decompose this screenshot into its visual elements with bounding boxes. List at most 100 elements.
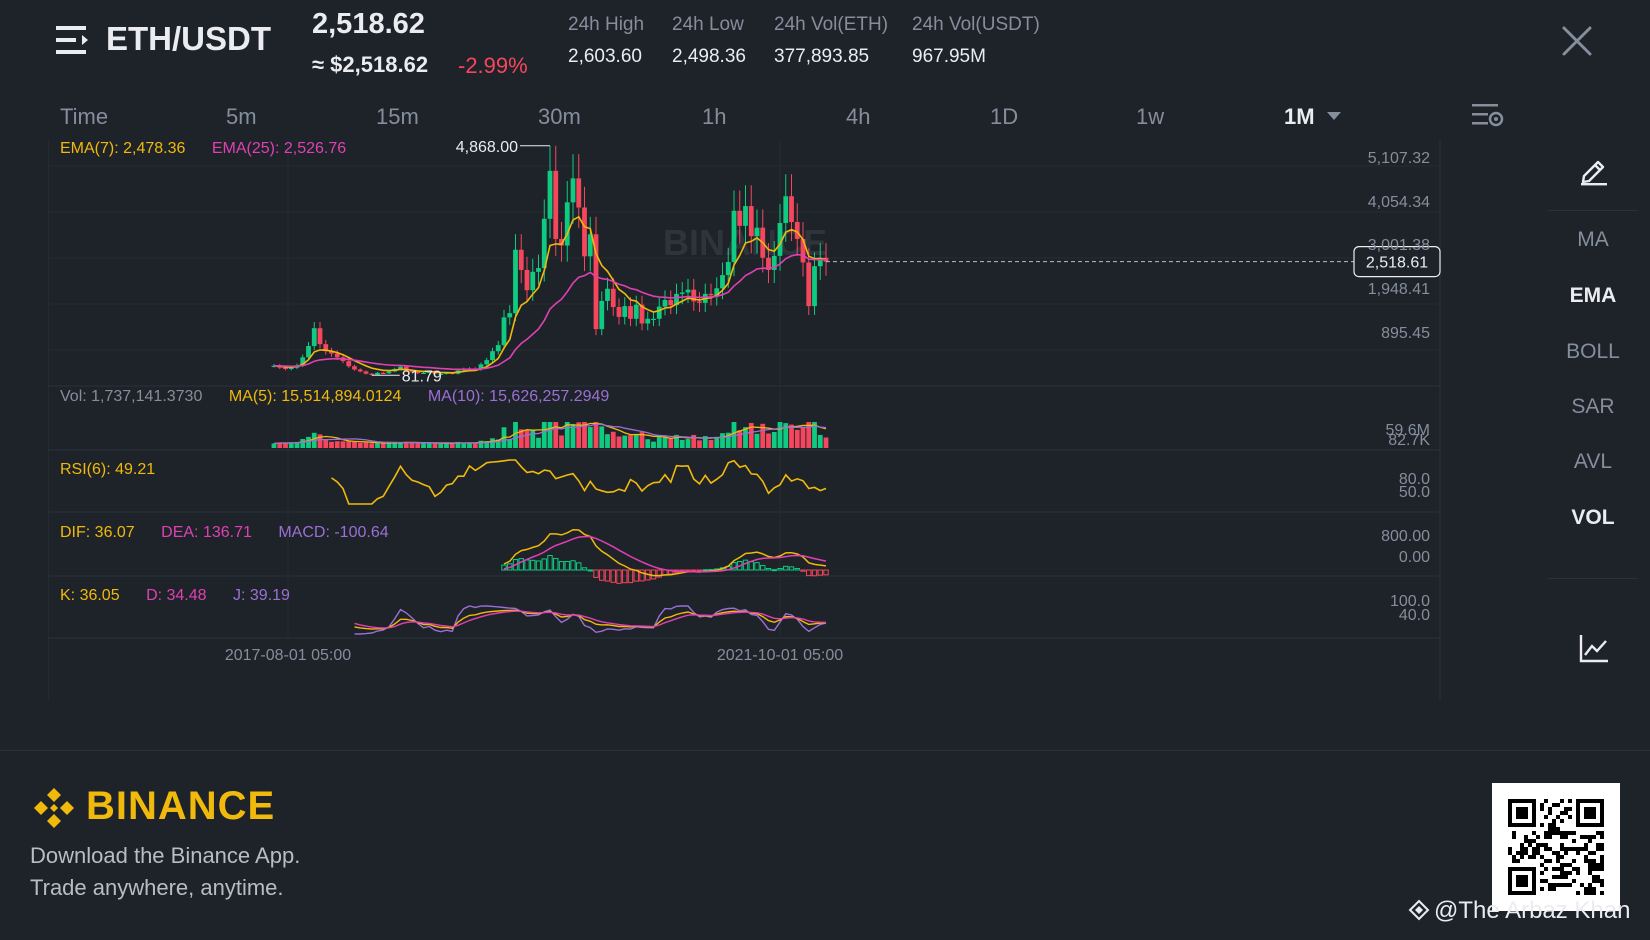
macd-histogram-bar (794, 568, 800, 571)
indicator-sar[interactable]: SAR (1571, 395, 1615, 418)
candle-body (605, 288, 610, 301)
qr-module (1564, 883, 1568, 887)
qr-module (1508, 851, 1512, 855)
volume-bar (472, 443, 478, 448)
qr-module (1560, 819, 1564, 823)
volume-bar (536, 437, 541, 448)
qr-module (1556, 867, 1560, 871)
qr-module (1596, 863, 1600, 867)
qr-module (1524, 835, 1528, 839)
macd-histogram-bar (524, 559, 530, 571)
stat-24h-high: 24h High 2,603.60 (568, 14, 644, 68)
candle-body (317, 328, 323, 345)
timeframe-1m[interactable]: 1M (1284, 104, 1315, 129)
chevron-down-icon[interactable] (1327, 112, 1341, 120)
qr-module (1548, 883, 1552, 887)
timeframe-5m[interactable]: 5m (226, 104, 257, 129)
macd-histogram-bar (581, 567, 588, 571)
candle-body (329, 351, 334, 354)
indicator-avl[interactable]: AVL (1573, 450, 1613, 473)
qr-module (1540, 863, 1544, 867)
macd-histogram-bar (696, 569, 703, 572)
candle-body (478, 364, 484, 370)
qr-module (1584, 887, 1588, 891)
volume-bar (720, 433, 725, 448)
approx-usd-price: ≈ $2,518.62 (312, 52, 429, 77)
qr-module (1568, 807, 1572, 811)
candle-body (415, 371, 421, 374)
indicator-boll[interactable]: BOLL (1566, 340, 1620, 363)
volume-bar (403, 441, 409, 448)
indicator-vol[interactable]: VOL (1571, 506, 1615, 529)
menu-list-icon[interactable] (56, 24, 90, 56)
macd-legend: DIF: 36.07 DEA: 136.71 MACD: -100.64 (60, 524, 411, 542)
qr-code-icon[interactable] (1492, 783, 1620, 911)
qr-module (1600, 863, 1604, 867)
line-chart-icon[interactable] (1578, 632, 1610, 664)
qr-module (1552, 831, 1556, 835)
toolbar-divider (1548, 578, 1638, 579)
macd-histogram-bar (541, 558, 547, 571)
qr-module (1540, 855, 1544, 859)
candle-body (800, 238, 806, 263)
volume-bar (530, 430, 536, 448)
qr-module (1588, 887, 1592, 891)
volume-bar (587, 427, 593, 448)
timeframe-4h[interactable]: 4h (846, 104, 871, 129)
timeframe-30m[interactable]: 30m (538, 104, 581, 129)
qr-module (1572, 859, 1576, 863)
macd-histogram-bar (731, 562, 737, 571)
candle-body (513, 249, 518, 314)
indicator-ema[interactable]: EMA (1569, 284, 1617, 307)
d-line (354, 610, 827, 629)
vol-ma10-line (273, 423, 827, 445)
chart-area[interactable]: BINANCE 2,518.61 4,868.00 81.79 5,107.32 4,… (48, 140, 1516, 700)
timeframe-1w[interactable]: 1w (1136, 104, 1165, 129)
timeframe-1d[interactable]: 1D (990, 104, 1019, 129)
macd-histogram-bar (777, 567, 783, 571)
timeframe-15m[interactable]: 15m (376, 104, 419, 129)
candle-body (674, 293, 679, 306)
qr-module (1564, 807, 1568, 811)
timeframe-1h[interactable]: 1h (702, 104, 727, 129)
volume-axis-label: 59.6M (1386, 422, 1430, 439)
qr-module (1532, 855, 1536, 859)
volume-bar (760, 423, 766, 448)
qr-module (1596, 831, 1600, 835)
draw-pencil-icon[interactable] (1578, 154, 1610, 186)
volume-bar (421, 443, 426, 448)
trading-pair[interactable]: ETH/USDT (106, 20, 271, 57)
price-axis-label: 5,107.32 (1368, 150, 1430, 167)
candle-body (300, 357, 306, 366)
qr-module (1596, 875, 1600, 879)
macd-histogram-bar (604, 569, 611, 582)
stat-value: 2,498.36 (672, 46, 746, 67)
vol-ma5-value: MA(5): 15,514,894.0124 (228, 388, 402, 405)
chart-settings-icon[interactable] (1472, 100, 1504, 130)
volume-bar (438, 443, 444, 448)
candle-body (375, 372, 380, 375)
qr-module (1544, 859, 1548, 863)
macd-histogram-bar (656, 569, 662, 578)
candle-body (357, 369, 363, 372)
volume-bar (599, 426, 605, 448)
qr-module (1592, 835, 1596, 839)
close-icon[interactable] (1560, 24, 1594, 58)
candle-body (409, 370, 415, 372)
qr-module (1600, 891, 1604, 895)
indicator-ma[interactable]: MA (1577, 228, 1609, 251)
qr-module (1548, 807, 1552, 811)
volume-bar (622, 435, 628, 448)
kdj-axis-label: 40.0 (1399, 607, 1430, 624)
ema7-value: EMA(7): 2,478.36 (60, 140, 186, 157)
timeframe-time[interactable]: Time (60, 104, 109, 129)
volume-bar (737, 430, 743, 448)
qr-module (1536, 835, 1540, 839)
footer-divider (0, 750, 1650, 751)
d-value: D: 34.48 (146, 587, 207, 604)
qr-module (1548, 831, 1552, 835)
vol-ma10-value: MA(10): 15,626,257.2949 (427, 388, 610, 405)
qr-module (1556, 803, 1560, 807)
stat-label: 24h Vol(ETH) (774, 14, 889, 35)
